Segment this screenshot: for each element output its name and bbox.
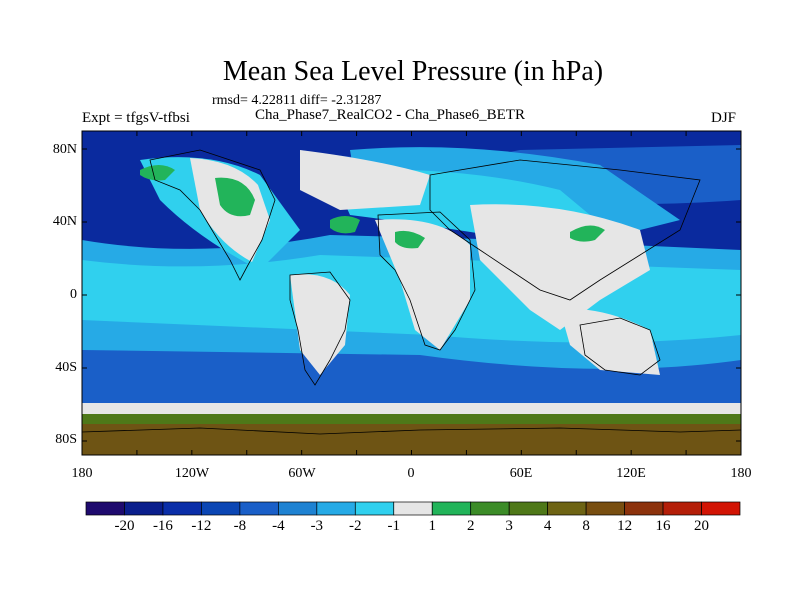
africa-gray — [375, 219, 470, 350]
colorbar-swatch — [162, 501, 202, 516]
lat-label-0: 0 — [70, 287, 77, 302]
lat-label-80s: 80S — [55, 432, 77, 447]
colorbar-swatch — [85, 501, 125, 516]
lon-label-180w: 180 — [71, 466, 93, 481]
lat-label-40n: 40N — [52, 214, 77, 229]
colorbar-swatch — [393, 501, 433, 516]
colorbar-label: 4 — [543, 518, 552, 534]
colorbar — [85, 501, 741, 516]
colorbar-label: -2 — [349, 518, 362, 534]
colorbar-label: 2 — [466, 518, 475, 534]
colorbar-swatch — [470, 501, 510, 516]
antarctic-olive-band — [82, 414, 741, 424]
colorbar-label: 3 — [505, 518, 513, 534]
colorbar-label: 12 — [617, 518, 633, 534]
colorbar-label: -12 — [191, 518, 212, 534]
runs-label: Cha_Phase7_RealCO2 - Cha_Phase6_BETR — [255, 107, 525, 123]
colorbar-label: 8 — [582, 518, 590, 534]
antarctica-brown — [82, 424, 741, 455]
lon-label-60w: 60W — [288, 466, 316, 481]
lat-label-80n: 80N — [52, 142, 77, 157]
lon-label-180e: 180 — [730, 466, 752, 481]
colorbar-label: -20 — [114, 518, 135, 534]
colorbar-label: -3 — [310, 518, 324, 534]
stats-line: rmsd= 4.22811 diff= -2.31287 — [212, 93, 382, 108]
season-label: DJF — [711, 110, 737, 126]
colorbar-label: -4 — [272, 518, 285, 534]
colorbar-swatch — [547, 501, 587, 516]
colorbar-label: 20 — [694, 518, 710, 534]
colorbar-label: -16 — [152, 518, 173, 534]
colorbar-swatch — [124, 501, 164, 516]
colorbar-swatch — [239, 501, 279, 516]
colorbar-swatch — [662, 501, 702, 516]
colorbar-swatch — [316, 501, 356, 516]
coastlines — [82, 149, 741, 435]
green-patch-med — [395, 230, 425, 249]
colorbar-swatch — [585, 501, 625, 516]
lat-label-40s: 40S — [55, 360, 77, 375]
colorbar-swatch — [201, 501, 241, 516]
green-patch-na — [215, 177, 255, 217]
antarctic-transition — [82, 403, 741, 414]
colorbar-swatch — [431, 501, 472, 516]
lon-label-0: 0 — [407, 466, 415, 481]
green-patch-asia — [570, 225, 605, 242]
lon-label-120e: 120E — [616, 466, 646, 481]
lon-label-120w: 120W — [174, 466, 210, 481]
colorbar-swatch — [278, 501, 318, 516]
colorbar-label: -8 — [233, 518, 247, 534]
colorbar-swatch — [624, 501, 664, 516]
map-title: Mean Sea Level Pressure (in hPa) — [222, 56, 604, 87]
pressure-field — [82, 131, 741, 455]
colorbar-label: 16 — [655, 518, 671, 534]
north-atlantic-gray — [300, 150, 430, 210]
colorbar-swatch — [508, 501, 548, 516]
colorbar-swatch — [701, 501, 741, 516]
colorbar-label: -1 — [387, 518, 401, 534]
colorbar-swatch — [354, 501, 395, 516]
australia-gray — [560, 309, 660, 375]
colorbar-label: 1 — [428, 518, 436, 534]
green-patch-atlantic — [330, 216, 360, 234]
asia-gray — [470, 204, 650, 330]
green-patch-alaska — [140, 165, 175, 181]
axis-ticks — [81, 131, 742, 455]
experiment-label: Expt = tfgsV-tfbsi — [82, 110, 190, 126]
lon-label-60e: 60E — [509, 466, 533, 481]
